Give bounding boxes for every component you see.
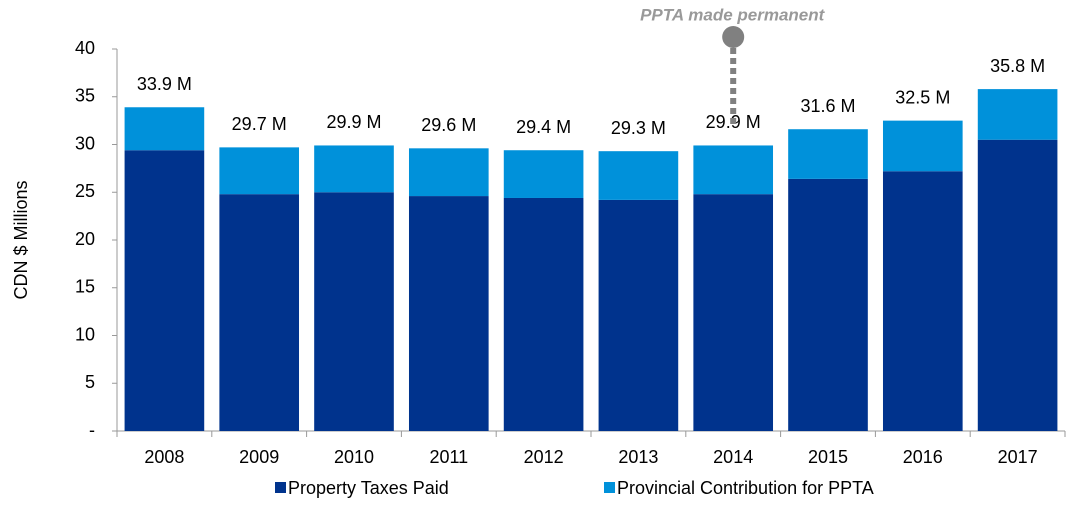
bar-segment — [408, 196, 489, 431]
x-tick-label: 2015 — [808, 447, 848, 467]
x-tick-label: 2016 — [903, 447, 943, 467]
bar-segment — [598, 199, 679, 431]
legend-swatch — [275, 482, 286, 493]
total-label: 33.9 M — [137, 74, 192, 94]
bar-segment — [882, 120, 963, 172]
annotation-text: PPTA made permanent — [640, 5, 826, 24]
bar-segment — [219, 194, 300, 431]
total-label: 29.7 M — [232, 114, 287, 134]
y-tick-label: 35 — [75, 86, 95, 106]
bar-segment — [124, 150, 205, 432]
total-label: 29.9 M — [326, 112, 381, 132]
bar-segment — [598, 151, 679, 200]
total-label: 29.3 M — [611, 118, 666, 138]
legend-label: Provincial Contribution for PPTA — [617, 478, 874, 498]
y-tick-label: - — [89, 420, 95, 440]
bar-segment — [503, 150, 584, 198]
x-tick-label: 2009 — [239, 447, 279, 467]
x-tick-label: 2011 — [429, 447, 468, 467]
y-tick-label: 10 — [75, 324, 95, 344]
bar-segment — [882, 171, 963, 432]
total-label: 31.6 M — [800, 96, 855, 116]
bar-segment — [314, 145, 394, 193]
y-tick-label: 30 — [75, 133, 95, 153]
x-tick-label: 2013 — [618, 447, 658, 467]
bar-segment — [693, 194, 774, 431]
legend-label: Property Taxes Paid — [288, 478, 449, 498]
total-label: 29.6 M — [421, 115, 476, 135]
y-axis-label: CDN $ Millions — [11, 180, 31, 299]
bar-segment — [788, 129, 868, 179]
x-tick-label: 2012 — [524, 447, 564, 467]
total-label: 35.8 M — [990, 56, 1045, 76]
total-label: 29.4 M — [516, 117, 571, 137]
y-tick-label: 25 — [75, 181, 95, 201]
bar-segment — [503, 197, 584, 431]
y-tick-label: 5 — [85, 372, 95, 392]
bar-segment — [977, 89, 1058, 140]
x-tick-label: 2014 — [713, 447, 753, 467]
bar-segment — [314, 192, 394, 431]
bar-segment — [219, 147, 300, 195]
legend-swatch — [604, 482, 615, 493]
y-tick-label: 15 — [75, 277, 95, 297]
y-tick-label: 40 — [75, 38, 95, 58]
x-tick-label: 2010 — [334, 447, 374, 467]
bar-segment — [977, 139, 1058, 431]
y-tick-label: 20 — [75, 229, 95, 249]
total-label: 32.5 M — [895, 87, 950, 107]
annotation-marker — [722, 26, 745, 48]
bar-segment — [788, 178, 868, 431]
x-tick-label: 2017 — [998, 447, 1038, 467]
x-tick-label: 2008 — [144, 447, 184, 467]
bar-segment — [693, 145, 774, 195]
bar-segment — [408, 148, 489, 197]
bar-segment — [124, 107, 205, 151]
